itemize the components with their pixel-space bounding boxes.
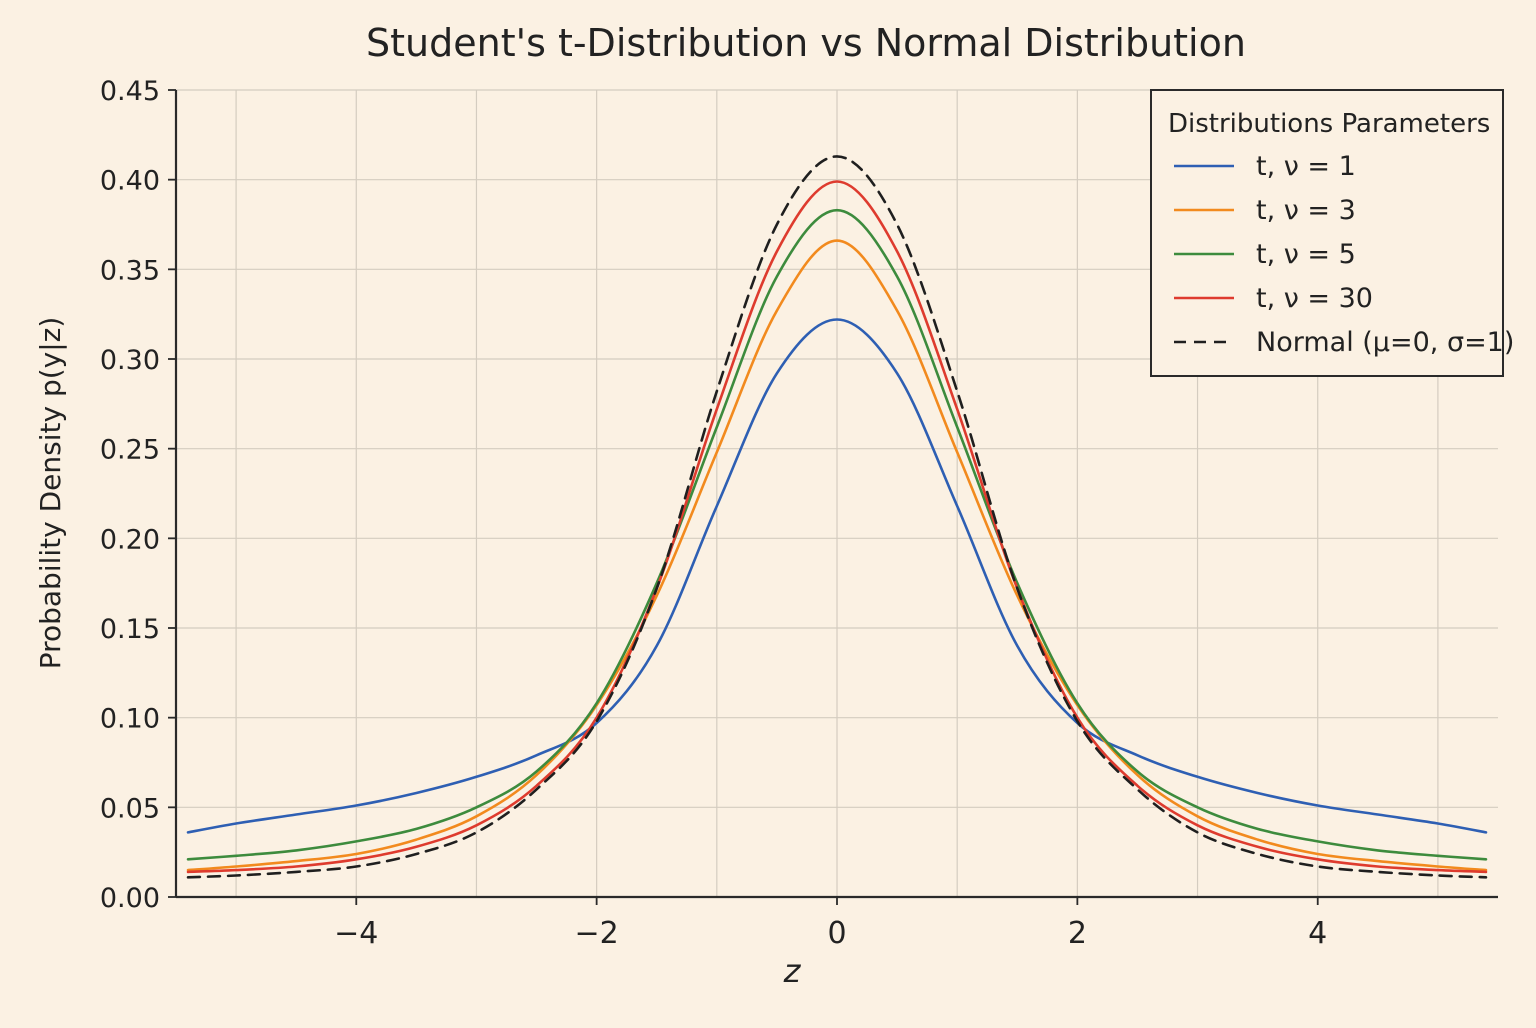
y-tick-label: 0.10 [100, 704, 160, 735]
series-lines [186, 155, 1488, 879]
series-line-2 [186, 208, 1488, 861]
x-tick-label: 4 [1308, 916, 1327, 951]
series-line-3 [186, 180, 1488, 874]
x-tick-label: 0 [827, 916, 846, 951]
y-tick-label: 0.30 [100, 345, 160, 376]
legend-box [1150, 89, 1504, 377]
series-line-1 [186, 239, 1488, 872]
legend-label: t, ν = 30 [1256, 283, 1373, 314]
legend-label: Normal (μ=0, σ=1) [1256, 327, 1514, 358]
y-axis-label: Probability Density p(y|z) [34, 317, 67, 670]
y-tick-label: 0.40 [100, 166, 160, 197]
x-tick-label: −2 [575, 916, 619, 951]
x-tick-label: 2 [1068, 916, 1087, 951]
y-tick-label: 0.20 [100, 524, 160, 555]
series-line-0 [186, 318, 1488, 834]
legend-label: t, ν = 3 [1256, 195, 1356, 226]
legend-entries: t, ν = 1 t, ν = 3 t, ν = 5 t, ν = 30 Normal … [1174, 151, 1514, 358]
y-tick-label: 0.00 [100, 883, 160, 914]
legend: Distributions Parameters t, ν = 1t, ν = … [1150, 89, 1514, 377]
legend-label: t, ν = 1 [1256, 151, 1356, 182]
x-axis-label: z [783, 952, 802, 990]
x-tick-label: −4 [334, 916, 378, 951]
y-tick-label: 0.25 [100, 435, 160, 466]
chart-title: Student's t-Distribution vs Normal Distr… [366, 21, 1246, 65]
ticks: 0.00 0.05 0.10 0.15 0.20 0.25 0.30 0.35 0.40 0.45… [100, 76, 1327, 951]
y-tick-label: 0.15 [100, 614, 160, 645]
y-tick-label: 0.45 [100, 76, 160, 107]
legend-title: Distributions Parameters [1168, 109, 1490, 139]
series-line-4 [186, 155, 1488, 879]
legend-label: t, ν = 5 [1256, 239, 1356, 270]
y-tick-label: 0.35 [100, 255, 160, 286]
y-tick-label: 0.05 [100, 793, 160, 824]
